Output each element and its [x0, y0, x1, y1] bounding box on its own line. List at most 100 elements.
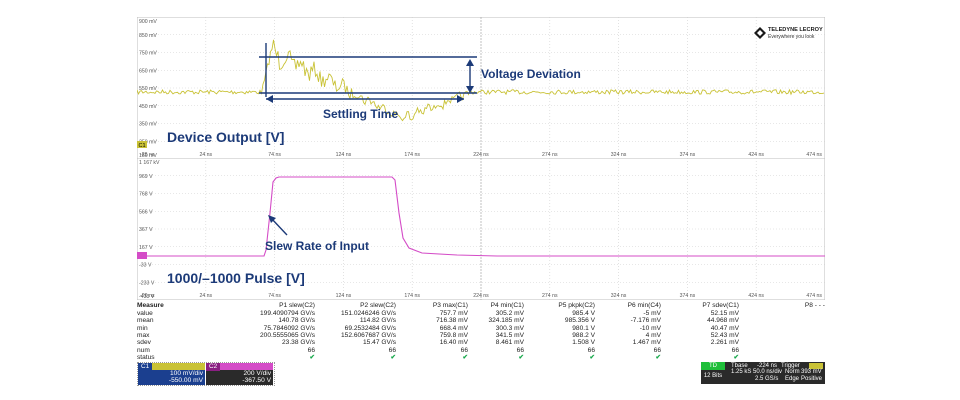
measure-cell: 40.47 mV	[710, 324, 739, 332]
x-tick-label: 224 ns	[473, 152, 489, 158]
measure-row-label: num	[137, 346, 150, 354]
y-tick-label: 350 mV	[139, 122, 157, 128]
y-tick-label: 566 V	[139, 209, 153, 215]
device-output-title: Device Output [V]	[167, 129, 284, 145]
status-check-icon: ✔	[309, 353, 315, 361]
y-tick-label: 550 mV	[139, 86, 157, 92]
col-header-p1[interactable]: P1 slew(C2)	[279, 302, 315, 309]
measure-cell: 341.5 mV	[495, 331, 524, 339]
measure-cell: 305.2 mV	[495, 310, 524, 317]
channel-1-descriptor[interactable]: C1 100 mV/div -550.00 mV	[138, 363, 205, 385]
channel-descriptors: C1 100 mV/div -550.00 mV C2 200 V/div -3…	[137, 362, 275, 386]
col-header-p2[interactable]: P2 slew(C2)	[360, 302, 396, 309]
y-tick-label: 1 167 kV	[139, 160, 160, 166]
y-tick-label: 850 mV	[139, 33, 157, 39]
y-tick-label: 969 V	[139, 174, 153, 180]
measure-cell: 140.78 GV/s	[278, 317, 315, 325]
measure-cell: 1.467 mV	[632, 339, 661, 347]
x-tick-label: 474 ns	[806, 152, 822, 158]
channel-2-scale: 200 V/div	[243, 370, 272, 377]
measure-row-label: min	[137, 324, 148, 332]
measure-cell: 8.461 mV	[495, 339, 524, 347]
y-tick-label: -433 V	[139, 294, 155, 300]
col-header-p4[interactable]: P4 min(C1)	[490, 302, 524, 309]
measure-row-num: num 66 66 66 66 66 66 66	[137, 347, 825, 355]
x-tick-label: -26 ns	[140, 152, 155, 158]
tbase-value: -224 ns	[757, 363, 778, 369]
status-check-icon: ✔	[733, 353, 739, 361]
measure-cell: 1.508 V	[572, 339, 595, 347]
measure-cell: 66	[307, 346, 315, 354]
measure-cell: 16.40 mV	[439, 339, 468, 347]
status-check-icon: ✔	[518, 353, 524, 361]
measure-cell: 4 mV	[645, 331, 661, 339]
y-tick-label: 768 V	[139, 192, 153, 198]
col-header-p3[interactable]: P3 max(C1)	[432, 302, 468, 309]
col-header-p6[interactable]: P6 min(C4)	[627, 302, 661, 309]
measure-cell: 23.38 GV/s	[282, 339, 315, 347]
bits-value: 12 Bits	[703, 373, 723, 379]
rate-value: 2.5 GS/s	[755, 376, 779, 382]
col-header-p8[interactable]: P8 - - -	[804, 302, 825, 309]
x-tick-label: 174 ns	[404, 152, 420, 158]
measure-cell: 757.7 mV	[439, 310, 468, 317]
timebase-trigger-panel[interactable]: TD Tbase -224 ns Trigger 12 Bits 1.25 kS…	[701, 362, 825, 384]
trigger-mode: Norm	[785, 369, 800, 375]
voltage-deviation-label: Voltage Deviation	[481, 67, 581, 81]
measure-cell: 980.1 V	[572, 324, 595, 332]
y-tick-label: 150 mV	[139, 153, 157, 159]
measure-cell: 759.8 mV	[439, 331, 468, 339]
x-tick-label: 274 ns	[542, 152, 558, 158]
channel-1-offset-marker[interactable]: C1	[137, 141, 147, 149]
x-tick-label: 74 ns	[268, 152, 281, 158]
x-tick-label: 474 ns	[806, 293, 822, 299]
measure-row-min: min 75.7846092 GV/s 69.2532484 GV/s 668.4 m…	[137, 325, 825, 333]
measure-cell: 66	[731, 346, 739, 354]
teledyne-lecroy-logo: TELEDYNE LECROY Everywhere you look	[754, 27, 826, 41]
measure-cell: 200.5555065 GV/s	[260, 331, 315, 339]
measure-row-max: max 200.5555065 GV/s 152.6067687 GV/s 759.8…	[137, 332, 825, 340]
channel-2-offset-marker[interactable]	[137, 252, 147, 259]
x-tick-label: 224 ns	[473, 293, 489, 299]
measurement-table: Measure P1 slew(C2) P2 slew(C2) P3 max(C…	[137, 302, 825, 362]
measure-cell: 668.4 mV	[439, 324, 468, 332]
x-tick-label: 24 ns	[199, 293, 212, 299]
channel-1-scale: 100 mV/div	[170, 370, 203, 377]
channel-1-offset: -550.00 mV	[168, 377, 203, 384]
measure-cell: 15.47 GV/s	[363, 339, 396, 347]
x-tick-label: 24 ns	[199, 152, 212, 158]
measure-cell: 52.43 mV	[710, 331, 739, 339]
channel-2-tag: C2	[206, 363, 221, 371]
x-tick-label: 174 ns	[404, 293, 420, 299]
x-tick-label: 374 ns	[680, 293, 696, 299]
annotation-arrowheads	[266, 59, 474, 103]
x-tick-label: 274 ns	[542, 293, 558, 299]
trigger-level: 393 mV	[801, 369, 822, 375]
col-header-p5[interactable]: P5 pkpk(C2)	[558, 302, 595, 309]
samples-value: 1.25 kS	[731, 369, 752, 375]
measure-row-mean: mean 140.78 GV/s 114.82 GV/s 716.38 mV 324.1…	[137, 317, 825, 325]
measure-cell: 66	[516, 346, 524, 354]
channel-2-descriptor[interactable]: C2 200 V/div -367.50 V	[206, 363, 273, 385]
pulse-title: 1000/–1000 Pulse [V]	[167, 270, 305, 286]
pulse-waveform	[137, 176, 825, 257]
y-tick-label: -233 V	[139, 280, 155, 286]
x-tick-label: 74 ns	[268, 293, 281, 299]
col-header-p7[interactable]: P7 sdev(C1)	[702, 302, 739, 309]
channel-1-tag: C1	[138, 363, 153, 371]
y-tick-label: 750 mV	[139, 51, 157, 57]
measure-cell: 52.15 mV	[710, 310, 739, 317]
measure-cell: 152.6067687 GV/s	[341, 331, 396, 339]
measure-cell: -5 mV	[643, 310, 661, 317]
measure-cell: 66	[587, 346, 595, 354]
trigger-label: Trigger	[781, 363, 800, 369]
bottom-trace-display[interactable]: 1 167 kV 969 V 768 V 566 V 367 V 167 V -33 V -2…	[137, 158, 825, 300]
measure-cell: 199.4090794 GV/s	[260, 310, 315, 317]
status-check-icon: ✔	[390, 353, 396, 361]
top-trace-display[interactable]: 900 mV 850 mV 750 mV 650 mV 550 mV 450 mV 350 …	[137, 17, 825, 159]
brand-company: TELEDYNE LECROY	[768, 27, 823, 33]
y-tick-label: -33 V	[139, 263, 152, 269]
tbase-label: Tbase	[731, 363, 748, 369]
measure-row-label: max	[137, 331, 150, 339]
x-tick-label: 374 ns	[680, 152, 696, 158]
